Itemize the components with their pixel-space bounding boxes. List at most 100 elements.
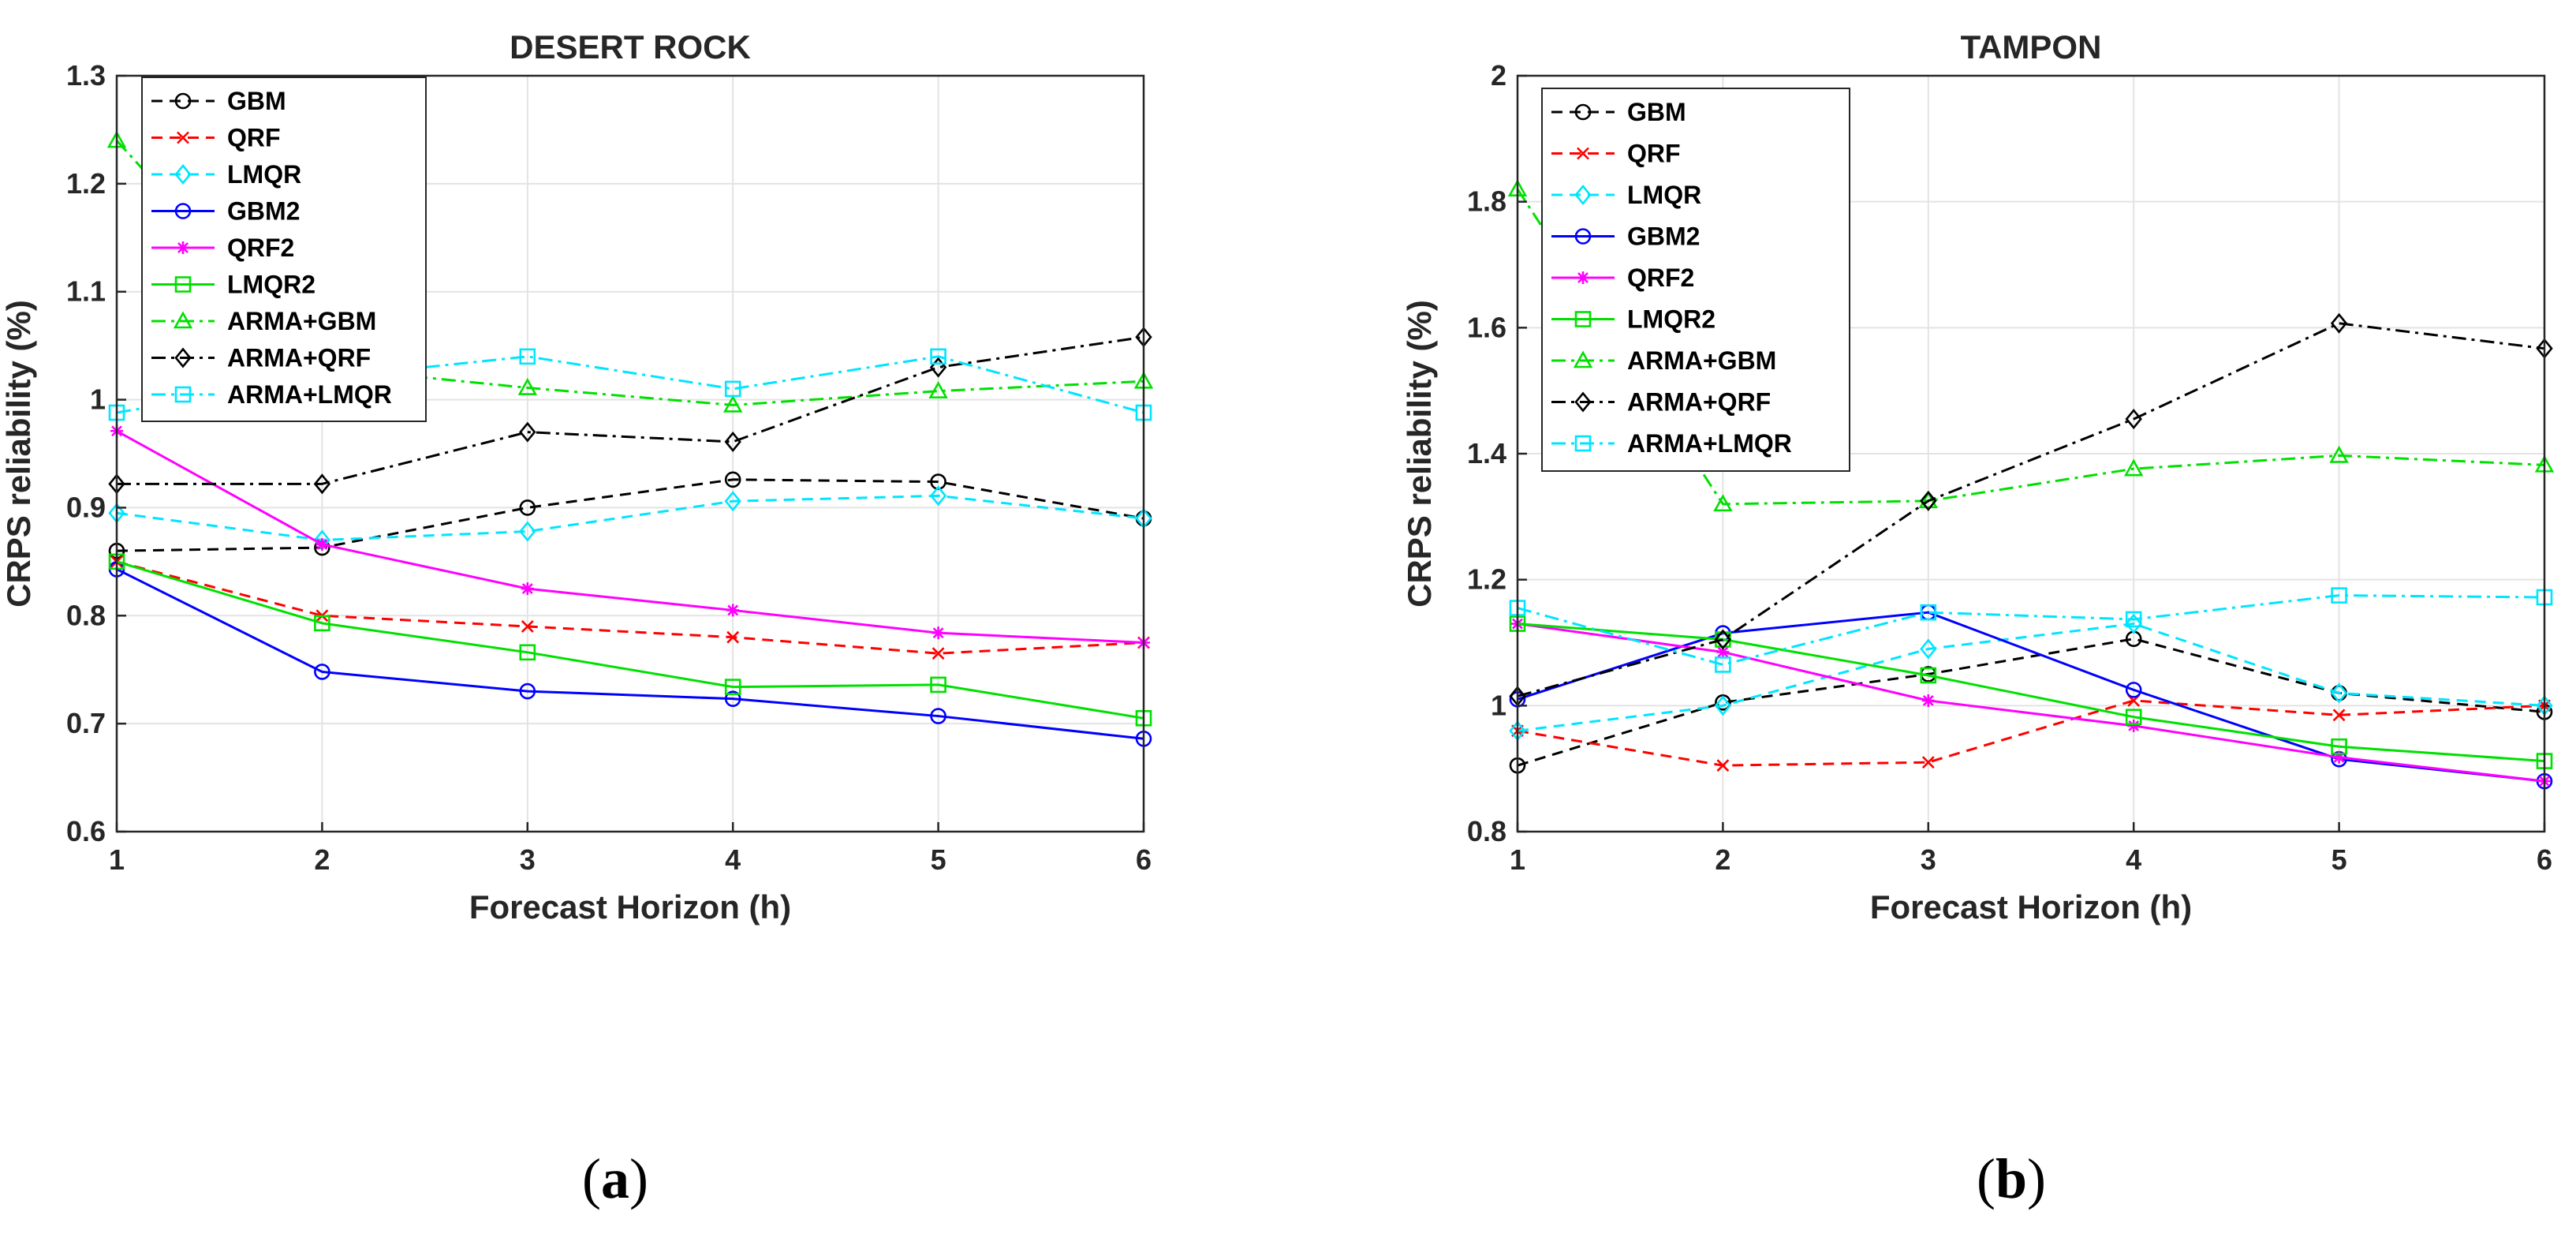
y-tick-label: 2 <box>1491 59 1506 92</box>
caption-open-paren: ( <box>1977 1147 1995 1210</box>
x-tick-label: 5 <box>2331 843 2347 876</box>
legend-label: QRF <box>1627 140 1681 168</box>
data-point-arma-gbm <box>2329 445 2349 463</box>
series-line-lmqr <box>116 494 1144 541</box>
y-tick-label: 0.6 <box>66 815 106 847</box>
legend-marker <box>177 131 189 144</box>
data-point-qrf2 <box>315 537 329 551</box>
data-point-qrf2 <box>2127 719 2141 732</box>
legend-item-qrf: QRF <box>151 124 281 152</box>
x-tick-label: 6 <box>2537 843 2552 876</box>
data-point-gbm <box>724 471 741 488</box>
caption-open-paren: ( <box>582 1147 601 1210</box>
legend-item-arma-gbm: ARMA+GBM <box>1551 346 1776 375</box>
legend-item-arma-qrf: ARMA+QRF <box>1551 388 1771 417</box>
legend-marker <box>1574 391 1592 413</box>
data-point-lmqr2 <box>2125 709 2142 726</box>
legend-marker <box>177 241 189 254</box>
data-point-lmqr <box>1920 638 1937 660</box>
legend-label: ARMA+QRF <box>227 344 371 372</box>
panel-caption: (a) <box>582 1147 648 1210</box>
data-point-gbm2 <box>930 708 946 724</box>
legend-marker <box>174 386 192 403</box>
panel-caption: (b) <box>1977 1147 2046 1210</box>
data-point-lmqr <box>519 521 536 542</box>
y-tick-label: 1.6 <box>1467 311 1506 343</box>
data-point-gbm <box>519 499 536 516</box>
data-point-qrf2 <box>2332 750 2346 764</box>
y-tick-label: 1.2 <box>1467 563 1506 596</box>
x-tick-label: 3 <box>1921 843 1936 876</box>
data-point-arma-qrf <box>2330 312 2348 334</box>
legend-item-gbm: GBM <box>151 87 286 115</box>
data-point-lmqr <box>2330 682 2348 704</box>
data-point-arma-lmqr <box>1920 604 1937 621</box>
legend-marker <box>173 311 193 329</box>
data-point-arma-qrf <box>724 431 741 452</box>
data-point-qrf <box>931 647 945 660</box>
series-line-qrf <box>1517 699 2545 767</box>
data-point-qrf <box>1716 759 1730 772</box>
data-point-qrf2 <box>726 604 740 617</box>
legend-label: GBM2 <box>227 197 300 226</box>
x-axis-label: Forecast Horizon (h) <box>1870 888 2192 926</box>
legend-marker <box>174 276 192 293</box>
y-axis-label: CRPS reliability (%) <box>1401 300 1438 608</box>
data-point-arma-gbm <box>722 395 743 413</box>
data-point-gbm2 <box>724 690 741 707</box>
data-point-qrf2 <box>931 626 945 640</box>
series-line-lmqr <box>1517 623 2545 732</box>
data-point-arma-lmqr <box>930 348 946 365</box>
legend-item-lmqr: LMQR <box>1551 181 1701 209</box>
data-point-qrf <box>521 620 534 633</box>
legend-marker <box>1577 271 1589 284</box>
data-point-lmqr2 <box>724 679 741 695</box>
data-point-lmqr2 <box>2331 738 2347 755</box>
y-tick-label: 1.3 <box>66 59 106 92</box>
legend-label: ARMA+GBM <box>1627 346 1776 375</box>
data-point-qrf2 <box>521 582 534 596</box>
series-line-arma-lmqr <box>1517 594 2545 666</box>
data-point-arma-qrf <box>1920 490 1937 511</box>
legend-marker <box>1574 184 1592 206</box>
y-tick-label: 1.2 <box>66 167 106 200</box>
axes-box <box>115 74 1145 833</box>
legend: GBM QRF LMQR GBM2 QRF2 LMQR2 ARMA+GBM ARMA+QRF A… <box>1541 88 1850 472</box>
caption-letter: b <box>1995 1147 2027 1210</box>
y-tick-label: 1 <box>1491 689 1506 721</box>
legend-item-gbm2: GBM2 <box>1551 222 1700 251</box>
data-point-qrf <box>1921 756 1935 769</box>
legend-label: LMQR <box>227 160 301 189</box>
legend-marker <box>1574 311 1592 327</box>
legend-label: GBM <box>227 87 286 115</box>
y-tick-label: 1 <box>90 383 106 416</box>
x-tick-label: 6 <box>1136 843 1152 876</box>
data-point-arma-qrf <box>313 473 331 495</box>
series-line-gbm <box>116 478 1144 552</box>
legend-item-lmqr2: LMQR2 <box>151 271 315 299</box>
legend-box <box>1541 88 1850 472</box>
chart-title: TAMPON <box>1961 28 2102 65</box>
legend-label: QRF <box>227 124 281 152</box>
y-tick-label: 0.8 <box>66 599 106 631</box>
x-tick-label: 4 <box>2126 843 2141 876</box>
legend-label: LMQR2 <box>1627 305 1715 334</box>
y-tick-label: 1.4 <box>1467 437 1506 469</box>
chart-panel-desert-rock: 1 2 3 4 5 6 0.6 0.7 0.8 0.9 1 1.1 1.2 1.3 DESERT ROCK F… <box>0 28 1154 1210</box>
data-point-lmqr2 <box>314 615 330 632</box>
legend-box <box>141 77 427 422</box>
data-point-arma-gbm <box>928 380 948 398</box>
legend-item-arma-qrf: ARMA+QRF <box>151 344 371 372</box>
series-line-gbm2 <box>116 568 1144 740</box>
legend-item-lmqr: LMQR <box>151 160 301 189</box>
series-line-arma-gbm <box>115 140 1144 406</box>
legend-marker <box>174 163 192 185</box>
series-line-qrf2 <box>116 429 1144 644</box>
data-point-arma-qrf <box>519 421 536 443</box>
y-axis-label: CRPS reliability (%) <box>0 300 37 608</box>
data-point-arma-gbm <box>517 377 538 395</box>
y-tick-label: 0.7 <box>66 707 106 739</box>
legend-label: ARMA+GBM <box>227 307 376 335</box>
legend-item-qrf2: QRF2 <box>151 234 294 262</box>
